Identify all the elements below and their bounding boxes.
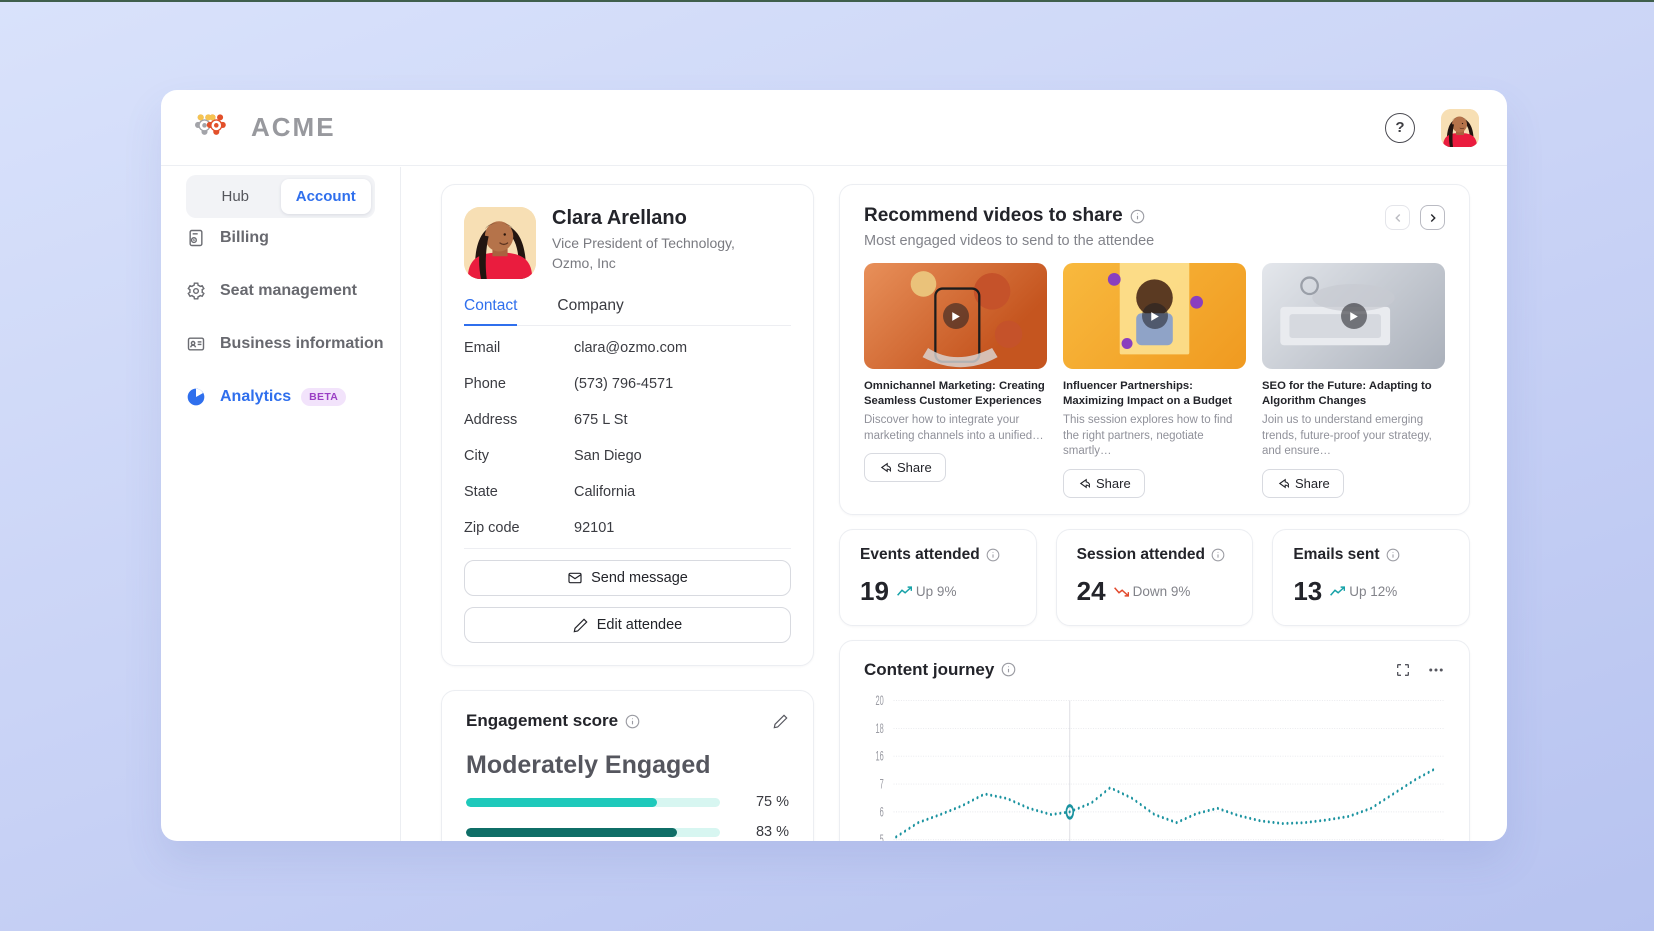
svg-text:18: 18 <box>875 722 883 737</box>
svg-text:20: 20 <box>875 694 883 709</box>
svg-text:7: 7 <box>880 777 884 792</box>
svg-text:5: 5 <box>880 833 884 841</box>
svg-text:16: 16 <box>875 749 883 764</box>
svg-text:6: 6 <box>880 805 884 820</box>
